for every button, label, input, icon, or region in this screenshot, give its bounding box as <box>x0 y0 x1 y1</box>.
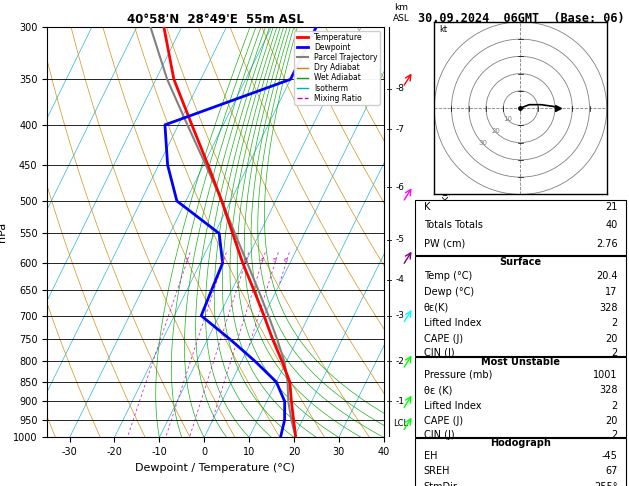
Text: Totals Totals: Totals Totals <box>423 220 482 230</box>
Text: 1001: 1001 <box>593 369 618 380</box>
Text: 2: 2 <box>611 318 618 328</box>
Text: 20.4: 20.4 <box>596 271 618 281</box>
Text: -45: -45 <box>601 451 618 461</box>
Bar <box>415 438 626 486</box>
Text: PW (cm): PW (cm) <box>423 239 465 249</box>
Text: 4: 4 <box>260 258 264 263</box>
Text: 21: 21 <box>605 202 618 212</box>
Text: Lifted Index: Lifted Index <box>423 318 481 328</box>
Text: -5: -5 <box>396 235 405 244</box>
Text: Hodograph: Hodograph <box>490 438 551 448</box>
Text: km
ASL: km ASL <box>392 3 409 23</box>
Legend: Temperature, Dewpoint, Parcel Trajectory, Dry Adiabat, Wet Adiabat, Isotherm, Mi: Temperature, Dewpoint, Parcel Trajectory… <box>294 31 380 105</box>
Text: -1: -1 <box>396 397 405 406</box>
Text: CAPE (J): CAPE (J) <box>423 417 463 426</box>
Text: 6: 6 <box>284 258 288 263</box>
Bar <box>415 357 626 437</box>
Text: 3: 3 <box>243 258 247 263</box>
Text: CAPE (J): CAPE (J) <box>423 334 463 344</box>
Text: 10: 10 <box>504 116 513 122</box>
Text: CIN (J): CIN (J) <box>423 430 454 440</box>
Text: 2: 2 <box>611 401 618 411</box>
Text: Temp (°C): Temp (°C) <box>423 271 472 281</box>
Text: -4: -4 <box>396 275 404 284</box>
Text: -6: -6 <box>396 183 405 191</box>
Text: 255°: 255° <box>594 482 618 486</box>
Text: -3: -3 <box>396 311 405 320</box>
Text: 2: 2 <box>611 348 618 358</box>
Bar <box>415 200 626 255</box>
Text: -2: -2 <box>396 357 404 366</box>
Text: 328: 328 <box>599 303 618 312</box>
Text: θε(K): θε(K) <box>423 303 449 312</box>
Text: 2.76: 2.76 <box>596 239 618 249</box>
Text: K: K <box>423 202 430 212</box>
Text: 2: 2 <box>611 430 618 440</box>
Text: StmDir: StmDir <box>423 482 457 486</box>
Text: Lifted Index: Lifted Index <box>423 401 481 411</box>
Text: 328: 328 <box>599 385 618 395</box>
Text: 20: 20 <box>605 417 618 426</box>
Title: 40°58'N  28°49'E  55m ASL: 40°58'N 28°49'E 55m ASL <box>127 13 304 26</box>
Text: kt: kt <box>440 25 447 34</box>
Text: Surface: Surface <box>499 257 542 267</box>
Text: 40: 40 <box>605 220 618 230</box>
Text: -7: -7 <box>396 124 405 134</box>
Text: Pressure (mb): Pressure (mb) <box>423 369 492 380</box>
Text: 67: 67 <box>605 466 618 476</box>
Text: Most Unstable: Most Unstable <box>481 357 560 367</box>
Text: Dewp (°C): Dewp (°C) <box>423 287 474 297</box>
Text: 5: 5 <box>273 258 277 263</box>
Text: 17: 17 <box>605 287 618 297</box>
X-axis label: Dewpoint / Temperature (°C): Dewpoint / Temperature (°C) <box>135 463 296 473</box>
Text: 2: 2 <box>221 258 225 263</box>
Text: 20: 20 <box>491 128 500 134</box>
Text: CIN (J): CIN (J) <box>423 348 454 358</box>
Y-axis label: hPa: hPa <box>0 222 8 242</box>
Text: Mixing Ratio (g/kg): Mixing Ratio (g/kg) <box>441 186 451 278</box>
Text: EH: EH <box>423 451 437 461</box>
Text: 30.09.2024  06GMT  (Base: 06): 30.09.2024 06GMT (Base: 06) <box>418 12 625 25</box>
Bar <box>415 256 626 356</box>
Text: 1: 1 <box>184 258 188 263</box>
Text: LCL: LCL <box>393 419 409 428</box>
Text: 20: 20 <box>605 334 618 344</box>
Text: -8: -8 <box>396 85 405 93</box>
Text: θε (K): θε (K) <box>423 385 452 395</box>
Text: SREH: SREH <box>423 466 450 476</box>
Text: 30: 30 <box>479 140 487 146</box>
